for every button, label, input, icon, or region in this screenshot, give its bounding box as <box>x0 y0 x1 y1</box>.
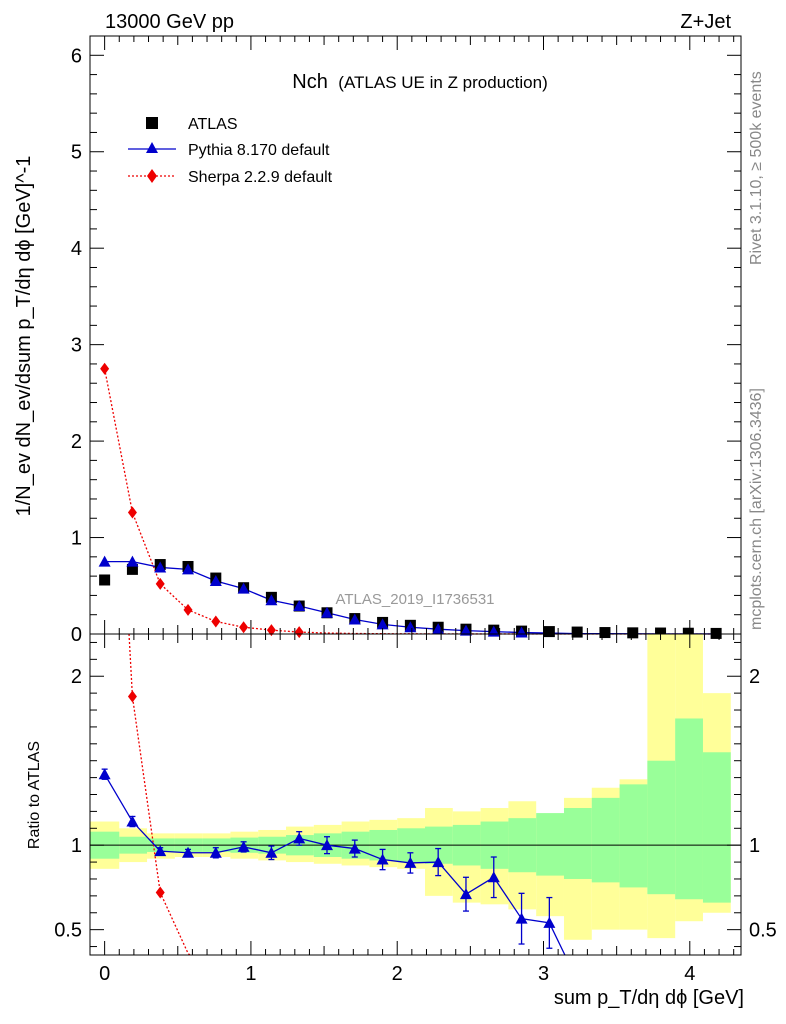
inner-uncertainty-band <box>591 797 620 883</box>
pythia-ratio-point <box>126 815 139 827</box>
legend-pythia-marker <box>146 142 158 153</box>
x-tick-label: 4 <box>684 963 695 985</box>
sherpa-data-point <box>127 506 137 519</box>
ratio-tick-label: 0.5 <box>54 920 82 942</box>
mcplots-label: mcplots.cern.ch [arXiv:1306.3436] <box>748 388 765 630</box>
pythia-ratio-point <box>459 888 472 900</box>
pythia-data-point <box>320 606 333 618</box>
pythia-ratio-point <box>154 845 167 857</box>
y-tick-label: 1 <box>71 528 82 550</box>
pythia-data-point <box>182 563 195 575</box>
atlas-data-point <box>571 626 583 638</box>
sherpa-data-point <box>183 603 193 616</box>
sherpa-ratio-point <box>127 690 137 703</box>
pythia-data-point <box>404 621 417 633</box>
pythia-ratio-point <box>348 842 361 854</box>
pythia-data-point <box>98 555 111 567</box>
sherpa-data-point <box>211 615 221 628</box>
pythia-ratio-point <box>432 856 445 868</box>
pythia-ratio-point <box>237 840 250 852</box>
energy-label: 13000 GeV pp <box>105 11 234 33</box>
pythia-ratio-point <box>98 768 111 780</box>
ratio-tick-label-right: 1 <box>749 835 760 857</box>
pythia-ratio-point <box>404 856 417 868</box>
sherpa-data-point <box>266 624 276 637</box>
process-label: Z+Jet <box>680 11 731 33</box>
pythia-ratio-point <box>209 846 222 858</box>
sherpa-data-point <box>239 621 249 634</box>
atlas-data-point <box>599 627 611 639</box>
atlas-data-point <box>126 563 138 575</box>
pythia-ratio-point <box>265 846 278 858</box>
atlas-data-point <box>543 626 555 638</box>
legend: ATLAS Pythia 8.170 default Sherpa 2.2.9 … <box>128 116 333 186</box>
rivet-version-label: Rivet 3.1.10, ≥ 500k events <box>748 71 765 265</box>
inner-uncertainty-band <box>675 718 703 900</box>
inner-uncertainty-band <box>702 752 731 903</box>
atlas-data-point <box>627 627 639 639</box>
sherpa-line <box>103 368 717 635</box>
pythia-data-point <box>515 626 528 638</box>
sherpa-data-point <box>100 362 110 375</box>
pythia-ratio-line <box>104 773 566 956</box>
sherpa-data-point <box>155 577 165 590</box>
x-tick-label: 3 <box>538 963 549 985</box>
plot-title: Nch (ATLAS UE in Z production) <box>292 71 547 93</box>
x-tick-label: 0 <box>99 963 110 985</box>
y-tick-label: 5 <box>71 142 82 164</box>
ratio-plot-panel: 0 1 2 3 4 0.5 0.5 1 1 2 2 <box>54 633 777 985</box>
pythia-data-point <box>459 624 472 636</box>
plot-title-sub: (ATLAS UE in Z production) <box>338 73 547 92</box>
pythia-data-point <box>293 600 306 612</box>
legend-pythia-label: Pythia 8.170 default <box>188 142 330 159</box>
pythia-data-point <box>376 618 389 630</box>
ratio-tick-label: 2 <box>71 666 82 688</box>
pythia-data-point <box>265 594 278 606</box>
ratio-tick-label-right: 2 <box>749 666 760 688</box>
inner-uncertainty-band <box>563 808 592 879</box>
legend-atlas-marker <box>146 117 158 129</box>
y-tick-label: 6 <box>71 45 82 67</box>
legend-sherpa-marker <box>147 169 157 183</box>
inner-uncertainty-band <box>647 760 676 895</box>
y-axis-label-main: 1/N_ev dN_ev/dsum p_T/dη dϕ [GeV]^-1 <box>13 156 35 517</box>
y-tick-label: 2 <box>71 431 82 453</box>
pythia-ratio-point <box>293 832 306 844</box>
pythia-data-point <box>209 574 222 586</box>
legend-sherpa-label: Sherpa 2.2.9 default <box>188 169 333 186</box>
y-tick-label: 4 <box>71 238 82 260</box>
y-tick-label: 0 <box>71 624 82 646</box>
pythia-ratio-point <box>182 846 195 858</box>
main-plot-panel: 0 1 2 3 4 5 6 Nch (ATLAS UE in Z production) A… <box>71 35 742 646</box>
analysis-watermark: ATLAS_2019_I1736531 <box>335 591 494 608</box>
x-tick-label: 2 <box>392 963 403 985</box>
y-axis-label-ratio: Ratio to ATLAS <box>26 741 43 849</box>
sherpa-ratio-point <box>155 886 165 899</box>
pythia-data-point <box>237 582 250 594</box>
pythia-data-point <box>348 613 361 625</box>
inner-uncertainty-band <box>536 813 564 876</box>
x-axis-label: sum p_T/dη dϕ [GeV] <box>554 987 744 1009</box>
y-tick-label: 3 <box>71 335 82 357</box>
pythia-ratio-point <box>515 912 528 924</box>
sherpa-ratio-line <box>128 633 191 956</box>
x-tick-label: 1 <box>245 963 256 985</box>
pythia-ratio-point <box>487 871 500 883</box>
atlas-data-point <box>710 627 722 639</box>
pythia-ratio-point <box>543 916 556 928</box>
pythia-data-point <box>154 561 167 573</box>
pythia-ratio-point <box>376 853 389 865</box>
inner-uncertainty-band <box>619 784 648 888</box>
atlas-data-point <box>99 574 111 586</box>
atlas-data-point <box>682 627 694 639</box>
legend-atlas-label: ATLAS <box>188 116 238 133</box>
plot-title-main: Nch <box>292 71 328 93</box>
ratio-tick-label-right: 0.5 <box>749 920 777 942</box>
pythia-data-point <box>126 555 139 567</box>
sherpa-data-point <box>294 626 304 639</box>
pythia-ratio-point <box>320 839 333 851</box>
ratio-tick-label: 1 <box>71 835 82 857</box>
